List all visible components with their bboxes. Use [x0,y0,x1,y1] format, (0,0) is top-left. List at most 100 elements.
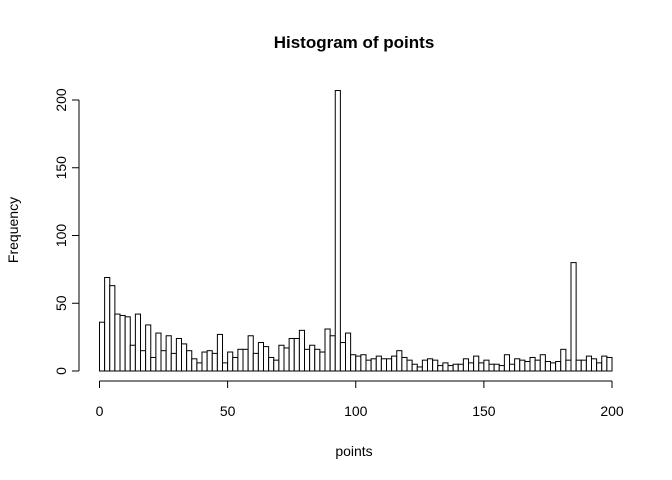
histogram-bar [452,363,459,372]
histogram-bar [401,356,408,372]
histogram-bar [288,337,295,372]
histogram-bar [273,359,280,372]
histogram-bar [350,354,357,372]
histogram-bar [503,354,511,372]
bars-group [99,90,613,372]
histogram-bar [529,356,536,372]
y-tick-label: 50 [53,295,69,311]
x-tick-label: 150 [472,403,496,419]
histogram-bar [539,354,546,372]
histogram-bar [591,358,598,372]
histogram-bar [268,356,275,372]
histogram-bar [216,333,224,372]
histogram-bar [334,90,341,372]
histogram-bar [175,337,183,372]
histogram-bar [186,350,193,372]
histogram-bar [329,335,336,372]
histogram-bar [524,361,531,372]
histogram-bar [109,285,116,372]
histogram-bar [519,359,526,372]
histogram-bar [227,351,234,372]
histogram-bar [386,358,393,372]
y-tick-label: 100 [53,224,69,248]
x-tick-label: 200 [600,403,624,419]
histogram-bar [232,356,239,372]
histogram-bar [201,351,208,372]
histogram-bar [544,361,552,372]
x-axis: 0 50 100 150 200 [96,380,624,419]
histogram-bar [247,335,254,372]
histogram-bar [514,358,521,372]
histogram-bar [165,335,172,372]
histogram-bar [140,350,147,372]
histogram-bar [145,324,152,372]
histogram-bar [601,355,608,372]
histogram-bar [483,359,490,372]
histogram-bar [437,365,444,372]
histogram-bar [380,358,388,372]
x-tick-label: 100 [344,403,368,419]
histogram-bar [263,346,270,372]
x-tick-label: 0 [96,403,104,419]
histogram-bar [442,362,449,372]
histogram-bar [411,363,418,372]
histogram-bar [478,362,485,372]
histogram-bar [206,350,213,372]
x-tick-label: 50 [220,403,236,419]
histogram-bar [319,351,326,372]
histogram-bar [396,350,403,372]
histogram-bar [391,355,398,372]
histogram-bar [278,344,285,372]
histogram-bar [324,328,331,372]
histogram-bar [99,321,106,372]
chart-title: Histogram of points [274,33,435,52]
histogram-bar [298,329,306,372]
x-axis-label: points [335,443,372,459]
y-axis-label: Frequency [5,197,21,263]
histogram-bar [375,355,382,372]
histogram-bar [580,359,587,372]
histogram-bar [252,352,259,372]
histogram-bar [488,363,495,372]
histogram-bar [406,359,413,372]
histogram-bar [129,344,136,372]
histogram-bar [160,350,167,372]
histogram-bar [134,313,142,372]
histogram-bar [370,358,377,372]
histogram-bar [355,355,362,372]
histogram-bar [575,359,582,372]
histogram-bar [447,365,454,372]
histogram-bar [242,348,249,372]
histogram-bar [124,316,131,372]
y-tick-label: 0 [53,367,69,375]
histogram-bar [339,342,347,372]
histogram-bar [560,348,567,372]
histogram-bar [493,363,500,372]
histogram-bar [606,356,613,372]
histogram-bar [421,359,429,372]
histogram-bar [155,332,162,372]
histogram-bar [360,354,367,372]
histogram-bar [119,314,126,372]
histogram-bar [555,361,562,372]
y-tick-label: 150 [53,156,69,180]
histogram-bar [196,362,203,372]
histogram-bar [596,362,603,372]
histogram-bar [104,277,111,372]
histogram-bar [309,344,316,372]
histogram-bar [222,362,229,372]
histogram-bar [181,343,188,372]
histogram-bar [550,362,557,372]
histogram-bar [237,348,244,372]
histogram-bar [534,359,541,372]
histogram-bar [416,366,423,372]
histogram-bar [170,352,177,372]
histogram-bar [283,347,290,372]
histogram-bar [114,313,121,372]
histogram-bar [509,363,516,372]
histogram-bar [570,262,577,372]
histogram-bar [257,342,265,372]
histogram-bar [314,348,321,372]
histogram-bar [150,356,157,372]
